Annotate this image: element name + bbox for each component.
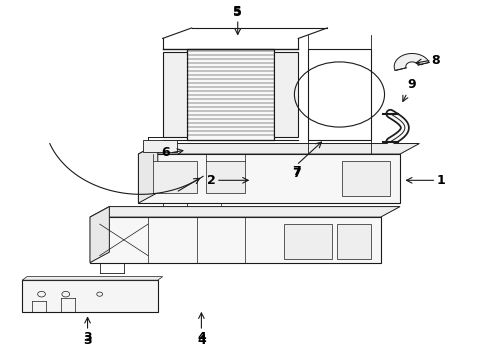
Polygon shape bbox=[22, 276, 163, 280]
Text: 3: 3 bbox=[83, 334, 92, 347]
Text: 4: 4 bbox=[197, 334, 206, 347]
Text: 5: 5 bbox=[233, 6, 242, 19]
Polygon shape bbox=[90, 207, 109, 263]
Polygon shape bbox=[143, 140, 177, 152]
Polygon shape bbox=[138, 144, 158, 203]
Text: 7: 7 bbox=[292, 167, 301, 180]
Polygon shape bbox=[342, 161, 391, 196]
Text: 2: 2 bbox=[207, 174, 216, 187]
Polygon shape bbox=[206, 161, 245, 193]
Polygon shape bbox=[22, 280, 158, 312]
Polygon shape bbox=[187, 49, 274, 140]
Text: 8: 8 bbox=[432, 54, 440, 67]
Text: 4: 4 bbox=[197, 331, 206, 344]
Polygon shape bbox=[337, 224, 371, 259]
Polygon shape bbox=[90, 207, 400, 217]
Text: 3: 3 bbox=[83, 331, 92, 344]
Polygon shape bbox=[284, 224, 332, 259]
Text: 9: 9 bbox=[408, 78, 416, 91]
Polygon shape bbox=[394, 54, 429, 71]
Polygon shape bbox=[163, 53, 187, 136]
Polygon shape bbox=[90, 217, 381, 263]
Text: 7: 7 bbox=[292, 165, 301, 178]
Text: 5: 5 bbox=[233, 5, 242, 18]
Polygon shape bbox=[138, 144, 419, 154]
Text: 1: 1 bbox=[437, 174, 445, 187]
Polygon shape bbox=[274, 53, 298, 136]
Text: 6: 6 bbox=[161, 147, 170, 159]
Polygon shape bbox=[138, 154, 400, 203]
Polygon shape bbox=[153, 161, 196, 193]
